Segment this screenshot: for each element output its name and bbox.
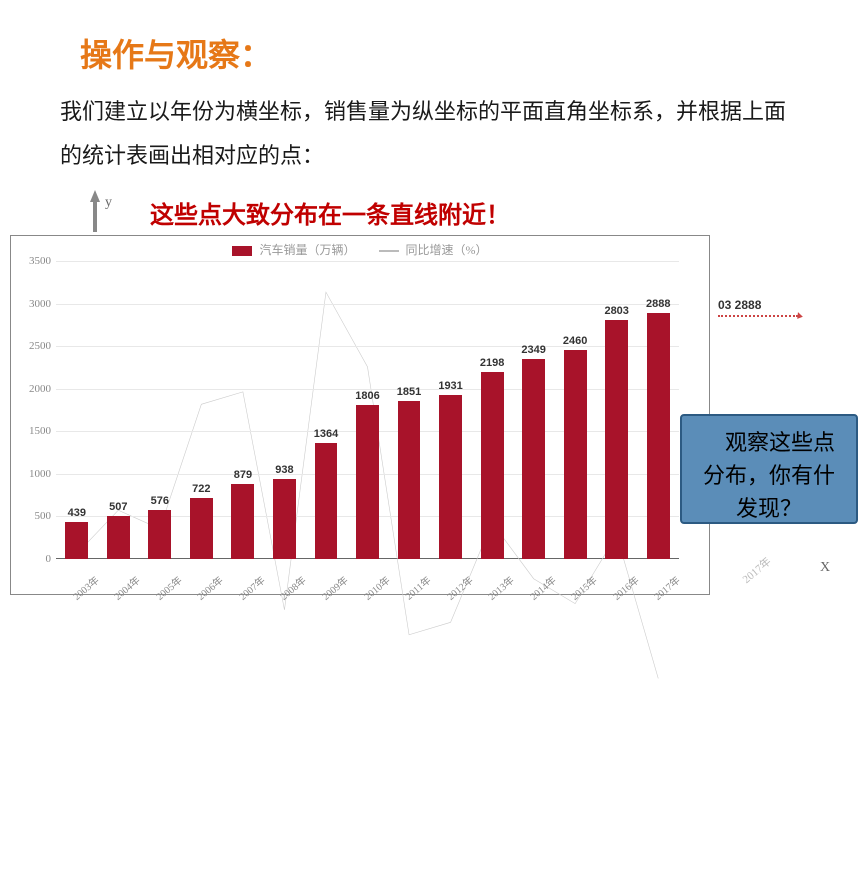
bar-value-label: 2803 xyxy=(604,305,628,317)
bar-value-label: 2460 xyxy=(563,335,587,347)
callout-text: 这些点大致分布在一条直线附近！ xyxy=(150,195,510,230)
grid-line xyxy=(56,261,679,262)
y-tick-label: 3500 xyxy=(16,255,51,267)
bar xyxy=(481,372,504,559)
grid-line xyxy=(56,304,679,305)
y-tick-label: 1500 xyxy=(16,425,51,437)
bar xyxy=(315,443,338,559)
legend-line-swatch xyxy=(379,250,399,252)
bar-value-label: 722 xyxy=(192,483,210,495)
question-callout-box: 观察这些点 分布，你有什 发现？ xyxy=(680,414,858,524)
bar xyxy=(231,484,254,559)
y-tick-label: 500 xyxy=(16,510,51,522)
bar-value-label: 507 xyxy=(109,501,127,513)
y-axis-arrow xyxy=(90,190,100,202)
bar xyxy=(65,522,88,559)
legend-line-label: 同比增速（%） xyxy=(406,243,488,257)
bar xyxy=(107,516,130,559)
overflow-label: 03 2888 xyxy=(718,298,761,312)
chart-container: 汽车销量（万辆） 同比增速（%） 05001000150020002500300… xyxy=(10,235,710,595)
y-tick-label: 0 xyxy=(16,553,51,565)
bar xyxy=(647,313,670,559)
bar xyxy=(605,320,628,559)
body-paragraph: 我们建立以年份为横坐标，销售量为纵坐标的平面直角坐标系，并根据上面的统计表画出相… xyxy=(60,90,800,178)
y-tick-label: 1000 xyxy=(16,468,51,480)
question-line-2: 分布，你有什 xyxy=(686,459,852,492)
chart-legend: 汽车销量（万辆） 同比增速（%） xyxy=(11,241,709,258)
bar-value-label: 1851 xyxy=(397,386,421,398)
bar-value-label: 879 xyxy=(234,469,252,481)
bar xyxy=(439,395,462,559)
bar-value-label: 439 xyxy=(68,507,86,519)
bar-value-label: 2888 xyxy=(646,298,670,310)
y-axis-label: y xyxy=(105,195,112,211)
y-tick-label: 2500 xyxy=(16,340,51,352)
bar-value-label: 1931 xyxy=(438,380,462,392)
bar-value-label: 1364 xyxy=(314,428,338,440)
overflow-year: 2017年 xyxy=(739,553,775,586)
question-line-1: 观察这些点 xyxy=(686,426,852,459)
bar xyxy=(522,359,545,559)
bar-value-label: 1806 xyxy=(355,390,379,402)
bar-value-label: 2349 xyxy=(521,344,545,356)
bar xyxy=(356,405,379,559)
bar-value-label: 2198 xyxy=(480,357,504,369)
y-axis-stem xyxy=(93,202,97,232)
y-tick-label: 3000 xyxy=(16,298,51,310)
bar xyxy=(148,510,171,559)
plot-area: 05001000150020002500300035004392003年5072… xyxy=(56,261,679,559)
y-tick-label: 2000 xyxy=(16,383,51,395)
bar xyxy=(564,350,587,559)
bar-value-label: 576 xyxy=(151,495,169,507)
legend-bar-swatch xyxy=(232,246,252,256)
overflow-dotted-line xyxy=(718,315,798,317)
bar xyxy=(273,479,296,559)
legend-bar-label: 汽车销量（万辆） xyxy=(259,243,355,257)
x-axis-label: X xyxy=(820,560,830,576)
bar-value-label: 938 xyxy=(275,464,293,476)
bar xyxy=(190,498,213,559)
question-line-3: 发现？ xyxy=(686,492,852,525)
section-title: 操作与观察： xyxy=(80,30,272,76)
bar xyxy=(398,401,421,559)
